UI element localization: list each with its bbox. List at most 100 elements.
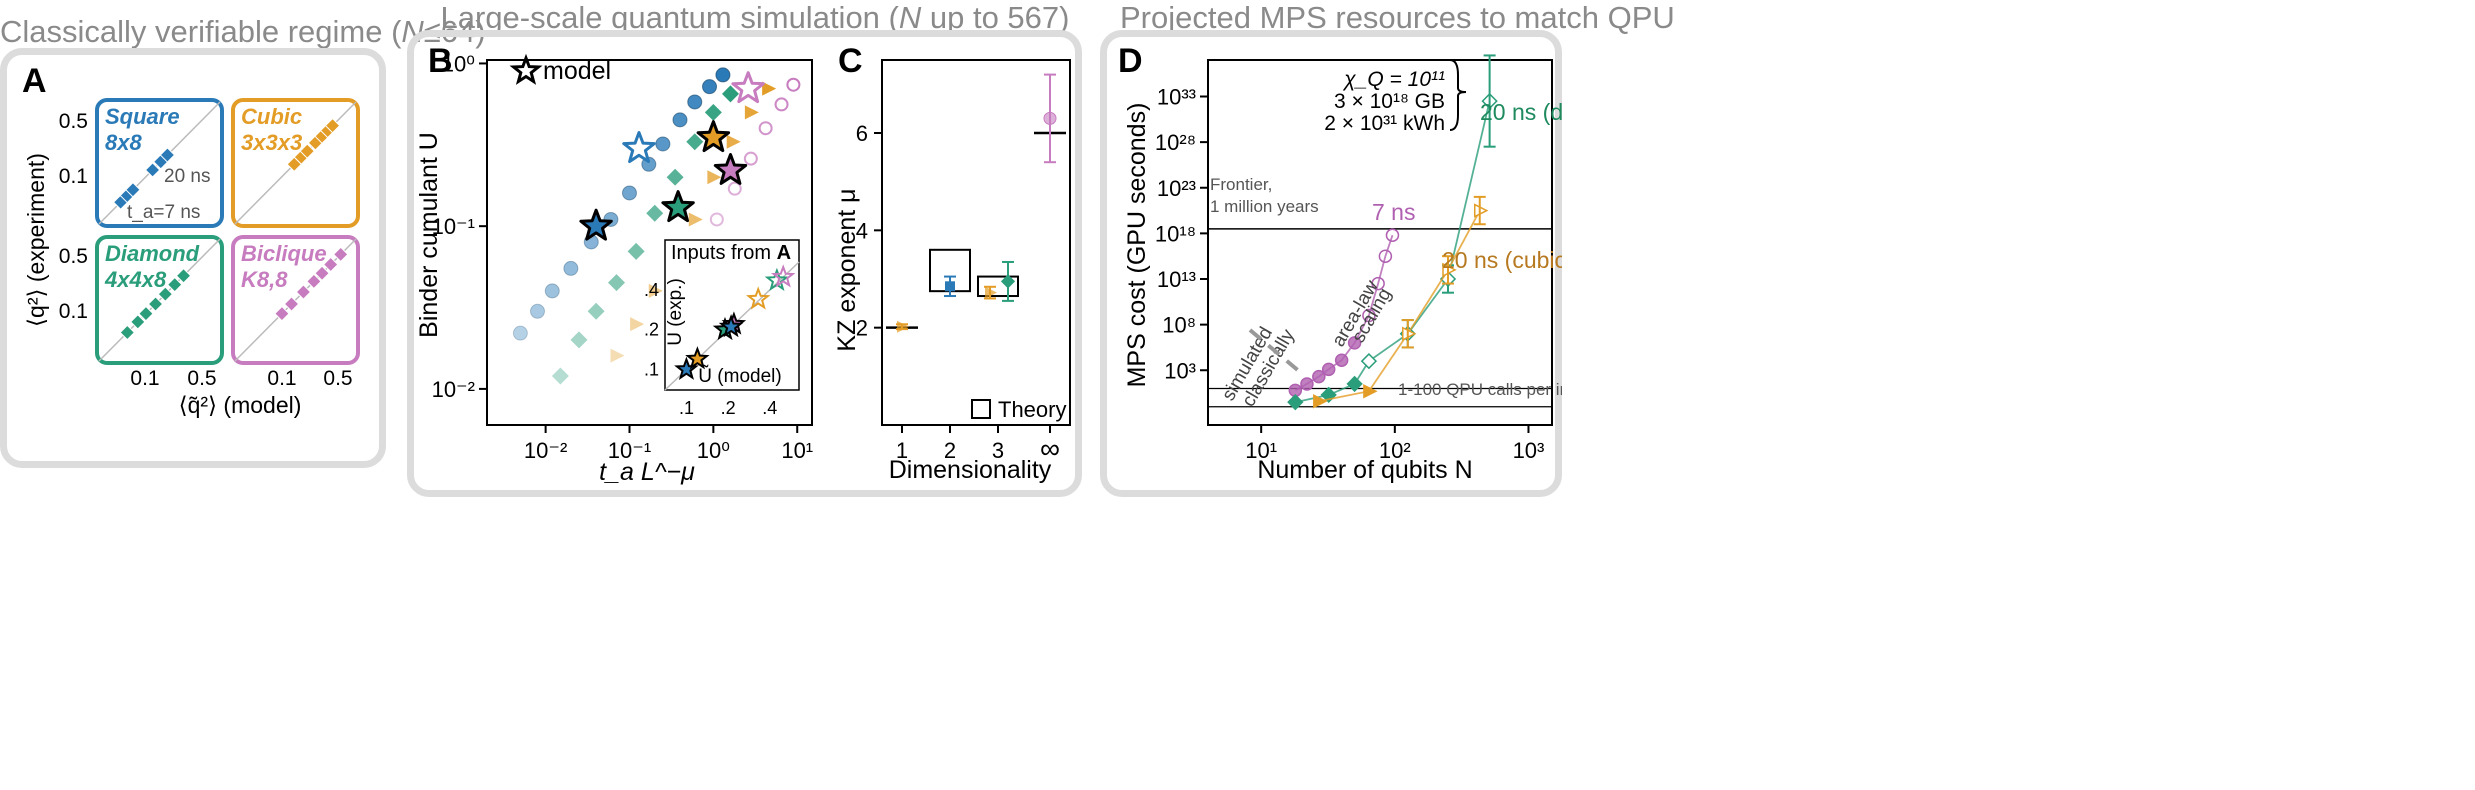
panel-b-point-diamond: [704, 103, 722, 121]
panel-a-diagonal: [98, 238, 221, 362]
left-group-frame: [0, 48, 386, 468]
panel-d-frontier-label-2: 1 million years: [1210, 197, 1319, 216]
panel-a-xlabel: ⟨q̃²⟩ (model): [179, 392, 302, 418]
panel-b-axes-frame: [486, 59, 813, 426]
panel-a-subplot-size: 8x8: [105, 130, 142, 155]
left-group-title: Classically verifiable regime (N≤64): [0, 14, 486, 49]
panel-a-ytick-3: 0.1: [59, 300, 88, 323]
panel-b-inset-ytick: .1: [644, 360, 659, 380]
panel-b-inset-ylabel: U (exp.): [665, 278, 686, 346]
panel-a-subplot-name: Square: [105, 104, 180, 129]
panel-a-subplot-frame: [231, 235, 360, 365]
panel-a-point: [130, 314, 146, 330]
panel-b-point-square: [529, 303, 545, 319]
panel-a-ytick-1: 0.1: [59, 165, 88, 188]
panel-c-theory-box: [977, 275, 1019, 298]
panel-d-memory-label: 3 × 10¹⁸ GB: [1334, 90, 1445, 113]
panel-c-xtick-label: 2: [944, 438, 956, 463]
panel-b-point-square: [672, 112, 688, 128]
panel-d-point-20ns-cubic: [1442, 262, 1457, 278]
panel-d-ytick-label: 10²³: [1157, 176, 1196, 201]
panel-b-legend: model: [509, 53, 611, 85]
panel-b-point-square: [655, 136, 671, 152]
panel-c-point: [1043, 111, 1057, 125]
panel-c-axes-frame: [881, 59, 1071, 426]
panel-d-xtick-label: 10³: [1513, 438, 1545, 463]
panel-b-point-square: [702, 79, 718, 95]
panel-a-label: A: [22, 62, 47, 100]
panel-b-point-biclique: [709, 212, 724, 227]
panel-a-ytick-0: 0.5: [59, 110, 88, 133]
panel-d-point-7ns: [1300, 377, 1314, 391]
panel-b-point-biclique: [786, 77, 801, 92]
panel-b-point-diamond: [721, 85, 739, 103]
panel-b-point-square: [687, 94, 703, 110]
panel-d-xlabel: Number of qubits N: [1257, 456, 1472, 484]
panel-a-point: [147, 296, 164, 312]
panel-a-point: [306, 273, 322, 290]
panel-b-ytick-label: 10⁻²: [432, 377, 475, 402]
panel-a-point: [144, 162, 161, 178]
panel-a-ylabel: ⟨q²⟩ (experiment): [23, 153, 49, 327]
panel-d-ytick-label: 10¹⁸: [1155, 221, 1196, 246]
panel-b-model-star: [579, 208, 613, 241]
panel-d-point-20ns-cubic: [1363, 384, 1378, 399]
panel-c-point: [985, 286, 997, 299]
panel-b-point-square: [512, 325, 528, 341]
panel-a-annotation-20ns: 20 ns: [164, 166, 210, 187]
panel-b-point-square: [715, 67, 731, 83]
panel-b-inset-title: Inputs from A: [671, 242, 791, 264]
panel-b-xtick-label: 10⁰: [697, 438, 730, 463]
panel-b-point-cubic: [688, 212, 703, 227]
panel-d-point-20ns-diamond: [1287, 394, 1304, 411]
panel-d-series-label-7ns: 7 ns: [1372, 199, 1415, 225]
panel-d-point-20ns-diamond: [1360, 352, 1378, 370]
panel-b-point-biclique: [743, 151, 758, 166]
panel-a-subplot-frame: [95, 235, 224, 365]
panel-d-regime-divider: [1248, 328, 1302, 374]
panel-b-inset-ytick: .4: [644, 280, 659, 300]
panel-d-ytick-label: 10²⁸: [1155, 130, 1196, 155]
panel-c-xtick-label: 3: [992, 438, 1004, 463]
right-group-title: Projected MPS resources to match QPU: [1120, 0, 1675, 35]
panel-b-inset-star: [685, 346, 710, 370]
panel-a-subplot-name: Cubic: [241, 104, 302, 129]
panel-b-point-square: [544, 283, 560, 299]
panel-d-series-label-20ns-cubic: 20 ns (cubic): [1442, 247, 1562, 273]
panel-d-point-7ns: [1371, 276, 1385, 291]
panel-d-chi-label: χ_Q = 10¹¹: [1342, 68, 1445, 91]
panel-a-subplot-name: Biclique: [241, 241, 327, 266]
panel-d-point-7ns: [1312, 369, 1326, 384]
panel-b-point-cubic: [744, 105, 759, 120]
panel-b-model-star: [622, 131, 656, 163]
panel-d-point-7ns: [1385, 228, 1400, 242]
panel-b-point-diamond: [608, 274, 625, 292]
panel-d-point-20ns-diamond: [1346, 375, 1363, 393]
panel-a-point: [159, 147, 176, 163]
panel-b-xtick-label: 10⁻¹: [608, 438, 651, 463]
panel-d-chart: MPS cost (GPU seconds) Number of qubits …: [1123, 54, 1562, 484]
panel-a-point: [324, 117, 341, 134]
panel-d-series-label-20ns-diamond: 20 ns (diamond): [1480, 99, 1562, 125]
panel-c-xtick-label: 1: [896, 438, 908, 463]
panel-d-ytick-label: 10¹³: [1157, 267, 1196, 292]
panel-b-point-diamond: [666, 168, 684, 186]
panel-d-fit-line: [1294, 234, 1394, 392]
panel-a-point: [175, 267, 192, 284]
panel-a-point: [157, 286, 174, 302]
panel-b-model-star: [713, 153, 748, 185]
panel-a-point: [274, 305, 290, 322]
panel-b-point-cubic: [726, 134, 741, 149]
panel-c-point: [945, 281, 955, 292]
panel-a-diagonal: [234, 238, 357, 362]
panel-a-subplot-size: K8,8: [241, 267, 288, 292]
panel-a-subplot-size: 3x3x3: [241, 130, 302, 155]
panel-a-point: [125, 182, 141, 198]
panel-a-xtick-3: 0.5: [323, 367, 352, 390]
panel-b-xlabel: t_a L^−μ: [599, 458, 695, 486]
panel-b-point-cubic: [707, 170, 722, 185]
panel-c-point: [1000, 274, 1016, 289]
panel-b-point-cubic: [648, 283, 663, 298]
